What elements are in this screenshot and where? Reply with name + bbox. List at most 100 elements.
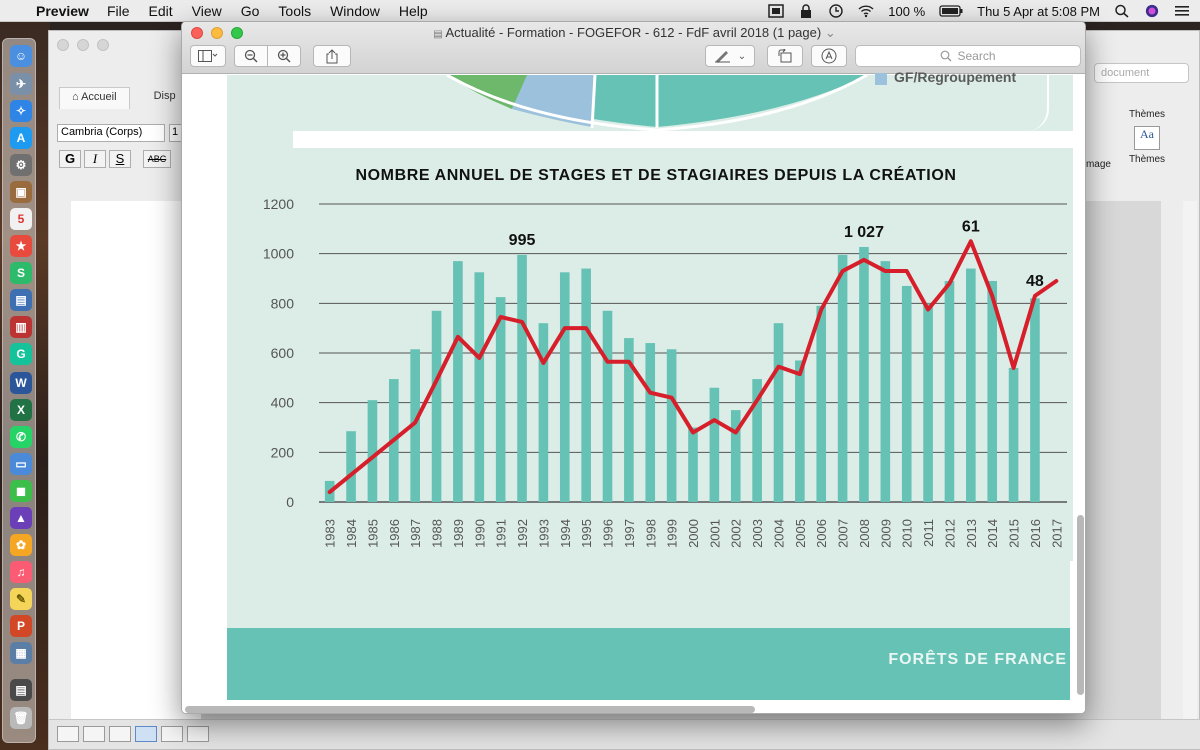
monitor-icon[interactable]: ▭ (10, 453, 32, 475)
menu-file[interactable]: File (106, 2, 130, 19)
word-page[interactable] (71, 201, 201, 741)
horizontal-scrollbar[interactable] (185, 706, 755, 713)
footer-band: FORÊTS DE FRANCE (227, 628, 1073, 700)
chevron-down-icon[interactable]: ⌄ (821, 25, 836, 40)
sidebar-button[interactable] (190, 45, 226, 67)
bar (816, 305, 827, 502)
finder-icon[interactable]: ☺ (10, 45, 32, 67)
italic-button[interactable]: I (84, 150, 106, 168)
app-store-icon[interactable]: A (10, 127, 32, 149)
bar (431, 310, 442, 502)
word-minimize-button[interactable] (77, 39, 89, 51)
legend-label: GF/Regroupement (894, 69, 1017, 85)
menu-go[interactable]: Go (240, 2, 260, 19)
bold-button[interactable]: G (59, 150, 81, 168)
siri-icon[interactable] (1144, 4, 1160, 18)
zoom-in-button[interactable] (267, 45, 301, 67)
sidebar-icon (198, 50, 218, 62)
close-button[interactable] (191, 27, 203, 39)
themes-button[interactable]: Aa (1134, 126, 1160, 150)
app-menu[interactable]: Preview (36, 2, 89, 19)
word-search-field[interactable]: document (1094, 63, 1189, 83)
word-vertical-scrollbar[interactable] (1183, 201, 1197, 741)
preview-icon[interactable]: ▣ (10, 181, 32, 203)
menu-view[interactable]: View (191, 2, 222, 19)
strikethrough-button[interactable]: ABC (143, 150, 171, 168)
themes-label: Thèmes (1128, 154, 1166, 165)
facetime-icon[interactable]: ◼ (10, 480, 32, 502)
photos-icon[interactable]: ✿ (10, 534, 32, 556)
x-tick-label: 1997 (622, 519, 637, 548)
x-tick-label: 2005 (793, 519, 808, 548)
view-outline-button[interactable] (83, 726, 105, 742)
powerpoint-icon[interactable]: P (10, 615, 32, 637)
word-zoom-button[interactable] (97, 39, 109, 51)
markup-toolbar-button[interactable] (811, 45, 847, 67)
markup-pen-button[interactable]: ⌄ (705, 45, 755, 67)
notification-center-icon[interactable] (1174, 4, 1190, 18)
scrivener-icon[interactable]: S (10, 262, 32, 284)
view-notebook-button[interactable] (161, 726, 183, 742)
safari-icon[interactable]: ✧ (10, 100, 32, 122)
font-name-field[interactable]: Cambria (Corps) (57, 124, 165, 142)
zoom-button[interactable] (231, 27, 243, 39)
system-preferences-icon[interactable]: ⚙ (10, 154, 32, 176)
bar (474, 272, 485, 502)
menu-tools[interactable]: Tools (278, 2, 312, 19)
whatsapp-icon[interactable]: ✆ (10, 426, 32, 448)
view-draft-button[interactable] (57, 726, 79, 742)
grammarly-icon[interactable]: G (10, 343, 32, 365)
tab-accueil[interactable]: ⌂ Accueil (59, 87, 130, 109)
wifi-icon[interactable] (858, 4, 874, 18)
time-machine-icon[interactable] (828, 4, 844, 18)
underline-button[interactable]: S (109, 150, 131, 168)
vertical-scrollbar[interactable] (1077, 515, 1084, 695)
downloads-stack-icon[interactable]: ▤ (10, 679, 32, 701)
minimize-button[interactable] (211, 27, 223, 39)
bar (538, 323, 549, 502)
dock: ☺ ✈ ✧ A ⚙ ▣ 5 ★ S ▤ ▥ G W X ✆ ▭ ◼ ▲ ✿ ♫ … (2, 38, 36, 743)
x-tick-label: 1998 (643, 519, 658, 548)
word-close-button[interactable] (57, 39, 69, 51)
affinity-icon[interactable]: ▲ (10, 507, 32, 529)
menu-clock[interactable]: Thu 5 Apr at 5:08 PM (977, 3, 1100, 19)
menu-help[interactable]: Help (398, 2, 428, 19)
menu-window[interactable]: Window (330, 2, 380, 19)
launchpad-icon[interactable]: ✈ (10, 73, 32, 95)
file-icon[interactable]: ▤ (10, 289, 32, 311)
image-capture-icon[interactable]: ▦ (10, 642, 32, 664)
battery-icon[interactable] (939, 4, 963, 18)
x-tick-label: 2010 (900, 519, 915, 548)
y-tick-label: 400 (271, 395, 295, 411)
reminders-icon[interactable]: ★ (10, 235, 32, 257)
lock-icon[interactable] (798, 4, 814, 18)
image-label: image (1083, 159, 1111, 170)
menu-edit[interactable]: Edit (148, 2, 173, 19)
tab-disposition[interactable]: Disp (153, 90, 176, 102)
x-tick-label: 1985 (365, 519, 380, 548)
view-focus-button[interactable] (187, 726, 209, 742)
excel-icon[interactable]: X (10, 399, 32, 421)
pdf-page: GF/Regroupement NOMBRE ANNUEL DE STAGES … (199, 69, 1073, 700)
x-tick-label: 1994 (558, 519, 573, 548)
view-publishing-button[interactable] (109, 726, 131, 742)
music-icon[interactable]: ♫ (10, 561, 32, 583)
share-button[interactable] (313, 45, 351, 67)
app-red-icon[interactable]: ▥ (10, 316, 32, 338)
zoom-out-button[interactable] (234, 45, 268, 67)
notes-icon[interactable]: ✎ (10, 588, 32, 610)
rotate-button[interactable] (767, 45, 803, 67)
calendar-icon[interactable]: 5 (10, 208, 32, 230)
screen-icon[interactable] (768, 4, 785, 18)
search-field[interactable]: Search (855, 45, 1081, 67)
bar (581, 268, 591, 502)
document-viewport[interactable]: GF/Regroupement NOMBRE ANNUEL DE STAGES … (182, 69, 1085, 713)
view-print-button[interactable] (135, 726, 157, 742)
spotlight-search-icon[interactable] (1114, 4, 1130, 18)
word-status-bar (49, 719, 1200, 749)
bar (559, 272, 570, 502)
trash-icon[interactable]: 🗑 (10, 707, 32, 729)
x-tick-label: 2009 (878, 519, 893, 548)
x-tick-label: 1988 (430, 519, 445, 548)
word-icon[interactable]: W (10, 372, 32, 394)
